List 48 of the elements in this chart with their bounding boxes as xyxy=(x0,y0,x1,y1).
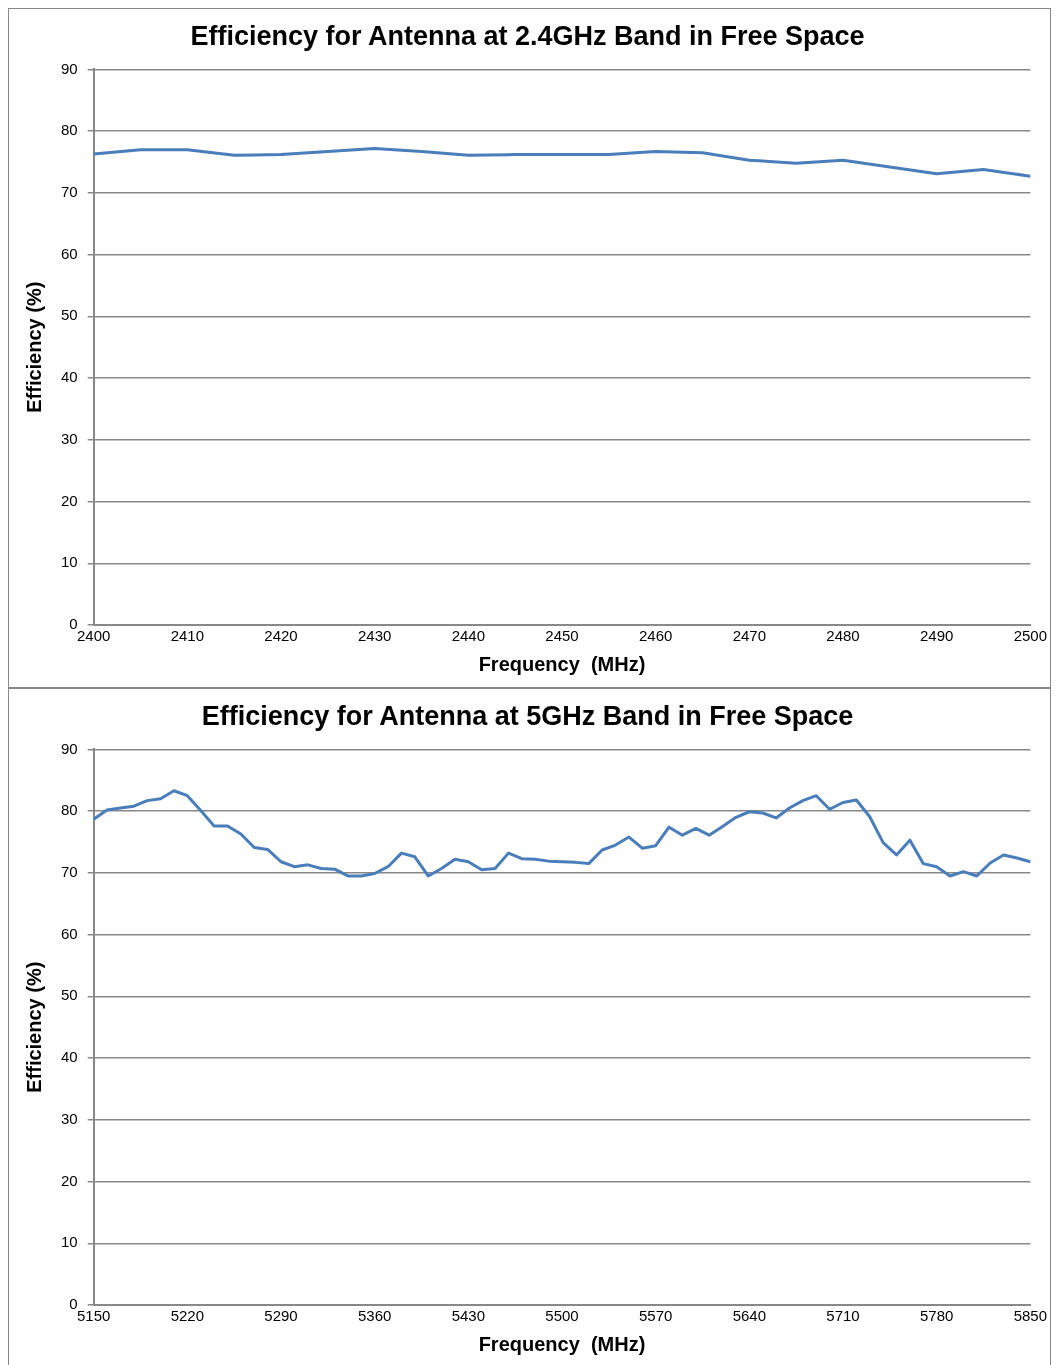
x-tick-label: 2490 xyxy=(919,627,954,645)
y-tick-label: 90 xyxy=(61,59,78,77)
y-tick-label: 40 xyxy=(61,368,78,386)
x-tick-label: 5430 xyxy=(451,1307,486,1325)
y-axis-title: Efficiency (%) xyxy=(22,961,45,1093)
x-tick-label: 2430 xyxy=(357,627,392,645)
y-tick-label: 90 xyxy=(61,739,78,757)
x-tick-label: 5640 xyxy=(732,1307,767,1325)
x-tick-label: 5220 xyxy=(170,1307,205,1325)
y-tick-label: 0 xyxy=(69,615,78,633)
x-tick-label: 5150 xyxy=(77,1307,111,1325)
x-tick-label: 5780 xyxy=(919,1307,954,1325)
y-tick-label: 50 xyxy=(61,986,78,1004)
y-tick-label: 40 xyxy=(61,1048,78,1066)
chart-title: Efficiency for Antenna at 5GHz Band in Free Space xyxy=(201,700,854,731)
y-tick-label: 70 xyxy=(61,183,78,201)
x-tick-label: 2400 xyxy=(77,627,111,645)
x-tick-label: 5850 xyxy=(1013,1307,1047,1325)
x-tick-label: 2410 xyxy=(170,627,205,645)
y-tick-label: 20 xyxy=(61,491,78,509)
y-tick-label: 20 xyxy=(61,1171,78,1189)
x-tick-label: 2460 xyxy=(638,627,673,645)
x-tick-label: 2440 xyxy=(451,627,486,645)
x-tick-label: 5500 xyxy=(545,1307,579,1325)
x-tick-label: 2470 xyxy=(732,627,767,645)
x-tick-label: 2500 xyxy=(1013,627,1047,645)
x-axis-title: Frequency (MHz) xyxy=(478,652,646,675)
y-tick-label: 70 xyxy=(61,863,78,881)
y-tick-label: 80 xyxy=(61,801,78,819)
x-tick-label: 5290 xyxy=(264,1307,298,1325)
y-tick-label: 30 xyxy=(61,1109,78,1127)
y-tick-label: 10 xyxy=(61,553,78,571)
y-tick-label: 10 xyxy=(61,1233,78,1251)
x-tick-label: 5570 xyxy=(638,1307,673,1325)
y-tick-label: 50 xyxy=(61,306,78,324)
x-tick-label: 2420 xyxy=(264,627,298,645)
y-tick-label: 80 xyxy=(61,121,78,139)
x-tick-label: 2480 xyxy=(826,627,860,645)
x-tick-label: 5360 xyxy=(357,1307,392,1325)
x-tick-label: 5710 xyxy=(826,1307,860,1325)
y-tick-label: 0 xyxy=(69,1295,78,1313)
chart-title: Efficiency for Antenna at 2.4GHz Band in Free Space xyxy=(190,20,865,51)
y-tick-label: 30 xyxy=(61,429,78,447)
y-tick-label: 60 xyxy=(61,244,78,262)
y-tick-label: 60 xyxy=(61,924,78,942)
x-axis-title: Frequency (MHz) xyxy=(478,1332,646,1355)
x-tick-label: 2450 xyxy=(545,627,579,645)
y-axis-title: Efficiency (%) xyxy=(22,281,45,413)
